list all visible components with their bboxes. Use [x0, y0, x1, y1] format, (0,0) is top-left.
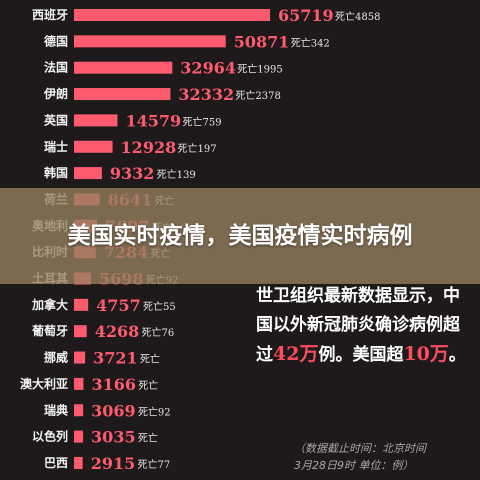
case-value-label: 3035 — [91, 428, 136, 447]
country-label: 加拿大 — [31, 297, 68, 312]
case-bar — [74, 35, 226, 48]
death-label: 死亡 — [138, 379, 158, 392]
case-bar — [74, 114, 118, 127]
country-label: 韩国 — [44, 165, 68, 180]
death-label: 死亡759 — [182, 115, 221, 128]
case-bar — [74, 167, 102, 180]
case-bar — [74, 404, 84, 417]
who-text-part2: 例。美国超 — [318, 345, 404, 365]
case-bar — [74, 430, 84, 443]
case-bar — [74, 61, 173, 74]
who-text-part1: 世卫组织最新数据显示，中国以外新冠肺炎确诊病例超过 — [256, 286, 460, 365]
death-label: 死亡197 — [178, 142, 217, 155]
country-label: 瑞典 — [44, 402, 68, 417]
case-value-label: 50871 — [234, 32, 290, 51]
case-value-label: 3166 — [91, 375, 136, 394]
footnote-line-2: 3月28日9时 单位：例） — [294, 459, 414, 472]
who-text-highlight-420k: 42万 — [273, 343, 319, 365]
case-value-label: 9332 — [110, 164, 155, 183]
case-bar — [74, 88, 171, 101]
death-label: 死亡76 — [142, 326, 175, 339]
country-label: 葡萄牙 — [31, 323, 68, 338]
case-value-label: 32332 — [178, 85, 234, 104]
article-title: 美国实时疫情，美国疫情实时病例 — [67, 223, 413, 249]
case-value-label: 3069 — [91, 401, 136, 420]
case-value-label: 4268 — [95, 322, 140, 341]
country-label: 巴西 — [44, 456, 68, 470]
case-bar — [74, 456, 83, 469]
death-label: 死亡 — [140, 353, 160, 366]
who-data-statement: 世卫组织最新数据显示，中国以外新冠肺炎确诊病例超过42万例。美国超10万。 — [256, 282, 470, 370]
death-label: 死亡 — [138, 432, 158, 445]
death-label: 死亡342 — [291, 36, 330, 49]
death-label: 死亡4858 — [335, 10, 380, 23]
case-bar — [74, 140, 113, 153]
case-value-label: 2915 — [91, 454, 136, 473]
death-label: 死亡2378 — [235, 89, 280, 102]
case-bar — [74, 377, 84, 390]
death-label: 死亡92 — [138, 405, 171, 418]
country-label: 西班牙 — [32, 7, 68, 22]
country-label: 德国 — [44, 33, 68, 48]
death-label: 死亡1995 — [237, 63, 282, 76]
case-value-label: 14579 — [125, 111, 181, 130]
case-bar — [74, 351, 86, 364]
footnote-line-1: （数据截止时间：北京时间 — [294, 442, 426, 455]
who-text-part3: 。 — [448, 345, 466, 365]
data-cutoff-footnote: （数据截止时间：北京时间 3月28日9时 单位：例） — [294, 440, 474, 474]
death-label: 死亡55 — [143, 300, 176, 313]
country-label: 澳大利亚 — [20, 376, 68, 391]
case-bar — [74, 325, 87, 338]
country-label: 以色列 — [32, 429, 68, 444]
case-value-label: 32964 — [180, 59, 236, 78]
case-value-label: 3721 — [93, 349, 138, 368]
case-value-label: 4757 — [96, 296, 141, 315]
case-bar — [74, 9, 270, 21]
case-value-label: 65719 — [278, 6, 334, 25]
country-label: 法国 — [44, 60, 68, 75]
death-label: 死亡77 — [137, 458, 170, 471]
death-label: 死亡139 — [157, 168, 196, 181]
country-label: 瑞士 — [44, 139, 68, 154]
case-bar — [74, 298, 89, 311]
country-label: 英国 — [44, 112, 68, 127]
case-value-label: 12928 — [121, 138, 177, 157]
who-text-highlight-100k: 10万 — [403, 343, 449, 365]
title-banner: 美国实时疫情，美国疫情实时病例 — [0, 188, 480, 284]
country-label: 挪威 — [44, 350, 68, 365]
country-label: 伊朗 — [43, 86, 68, 101]
